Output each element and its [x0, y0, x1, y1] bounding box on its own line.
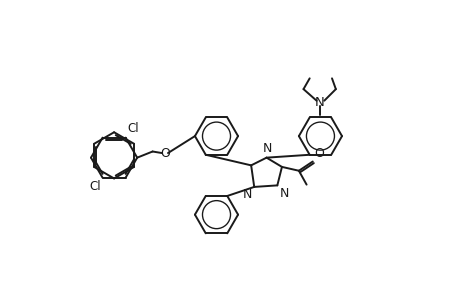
Text: N: N [262, 142, 271, 155]
Text: Cl: Cl [127, 122, 139, 135]
Text: O: O [160, 146, 169, 160]
Text: Cl: Cl [89, 180, 101, 193]
Text: N: N [314, 97, 324, 110]
Text: N: N [279, 187, 288, 200]
Text: N: N [242, 188, 252, 202]
Text: O: O [313, 147, 324, 160]
